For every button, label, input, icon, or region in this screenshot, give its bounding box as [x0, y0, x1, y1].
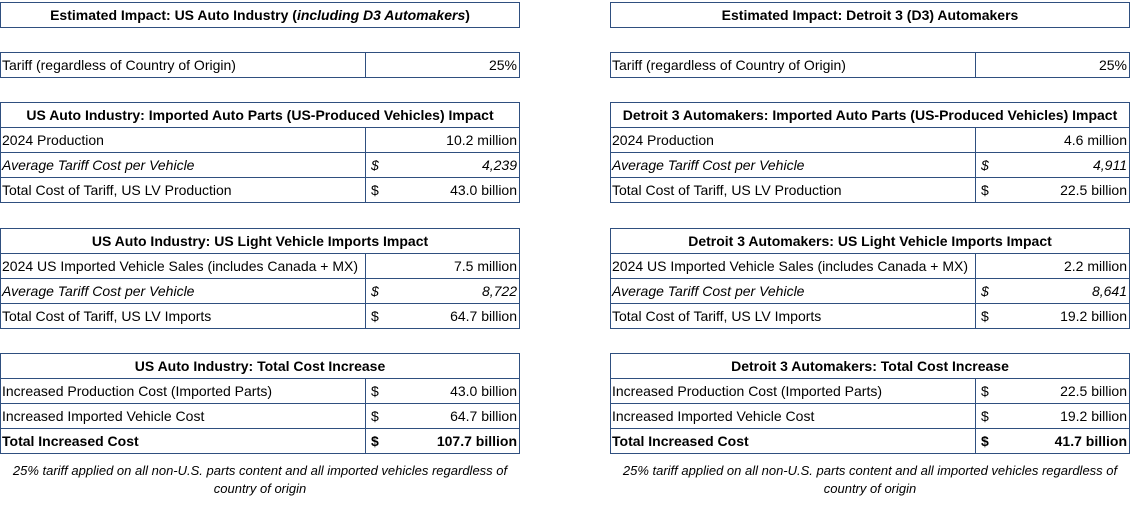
row-value: 4.6 million: [1063, 132, 1127, 148]
row-value: 7.5 million: [453, 258, 517, 274]
table-row: 2024 US Imported Vehicle Sales (includes…: [1, 253, 519, 278]
table-row: Average Tariff Cost per Vehicle $4,911: [611, 152, 1129, 177]
row-value: 8,722: [481, 283, 517, 299]
row-value: 64.7 billion: [450, 308, 517, 324]
row-label: Total Cost of Tariff, US LV Production: [612, 182, 842, 198]
row-label: Total Increased Cost: [612, 433, 749, 449]
currency-symbol: $: [981, 157, 989, 173]
currency-symbol: $: [371, 283, 379, 299]
row-label: Increased Production Cost (Imported Part…: [612, 383, 883, 399]
table-row-total: Total Increased Cost $41.7 billion: [611, 428, 1129, 453]
table-title: Detroit 3 Automakers: US Light Vehicle I…: [688, 233, 1052, 249]
row-label: 2024 US Imported Vehicle Sales (includes…: [2, 258, 359, 274]
currency-symbol: $: [981, 283, 989, 299]
currency-symbol: $: [371, 433, 379, 449]
tariff-table: Tariff (regardless of Country of Origin)…: [0, 52, 520, 78]
footnote: 25% tariff applied on all non-U.S. parts…: [622, 463, 1118, 496]
total-cost-table: Detroit 3 Automakers: Total Cost Increas…: [610, 353, 1130, 454]
table-row: 2024 Production 4.6 million: [611, 127, 1129, 152]
table-row: Increased Production Cost (Imported Part…: [611, 378, 1129, 403]
currency-symbol: $: [371, 308, 379, 324]
row-value: 2.2 million: [1063, 258, 1127, 274]
tariff-value: 25%: [488, 57, 517, 73]
currency-symbol: $: [371, 383, 379, 399]
total-cost-table: US Auto Industry: Total Cost Increase In…: [0, 353, 520, 454]
table-row: Total Cost of Tariff, US LV Imports $64.…: [1, 303, 519, 328]
currency-symbol: $: [981, 408, 989, 424]
header-title: Estimated Impact: US Auto Industry (incl…: [50, 7, 470, 23]
table-row: Increased Imported Vehicle Cost $19.2 bi…: [611, 403, 1129, 428]
parts-impact-table: Detroit 3 Automakers: Imported Auto Part…: [610, 102, 1130, 203]
table-row: Total Cost of Tariff, US LV Imports $19.…: [611, 303, 1129, 328]
footnote: 25% tariff applied on all non-U.S. parts…: [12, 463, 508, 496]
row-label: Average Tariff Cost per Vehicle: [612, 283, 805, 299]
row-label: Average Tariff Cost per Vehicle: [612, 157, 805, 173]
row-label: Increased Imported Vehicle Cost: [612, 408, 815, 424]
row-value: 19.2 billion: [1060, 408, 1127, 424]
table-row: 2024 US Imported Vehicle Sales (includes…: [611, 253, 1129, 278]
table-row: Average Tariff Cost per Vehicle $8,722: [1, 278, 519, 303]
tariff-value: 25%: [1098, 57, 1127, 73]
table-row: Increased Production Cost (Imported Part…: [1, 378, 519, 403]
table-row: Increased Imported Vehicle Cost $64.7 bi…: [1, 403, 519, 428]
table-title: US Auto Industry: Imported Auto Parts (U…: [26, 107, 494, 123]
tariff-label: Tariff (regardless of Country of Origin): [612, 57, 846, 73]
row-label: 2024 Production: [2, 132, 104, 148]
table-row: 2024 Production 10.2 million: [1, 127, 519, 152]
row-value: 43.0 billion: [450, 383, 517, 399]
row-label: Average Tariff Cost per Vehicle: [2, 157, 195, 173]
row-label: Total Cost of Tariff, US LV Imports: [612, 308, 822, 324]
table-title: US Auto Industry: Total Cost Increase: [134, 358, 386, 374]
row-label: 2024 Production: [612, 132, 714, 148]
currency-symbol: $: [371, 182, 379, 198]
imports-impact-table: Detroit 3 Automakers: US Light Vehicle I…: [610, 228, 1130, 329]
row-value: 64.7 billion: [450, 408, 517, 424]
row-label: 2024 US Imported Vehicle Sales (includes…: [612, 258, 969, 274]
currency-symbol: $: [371, 157, 379, 173]
tariff-label: Tariff (regardless of Country of Origin): [2, 57, 236, 73]
row-value: 8,641: [1091, 283, 1127, 299]
row-label: Total Cost of Tariff, US LV Imports: [2, 308, 212, 324]
row-value: 41.7 billion: [1054, 433, 1127, 449]
row-label: Total Increased Cost: [2, 433, 139, 449]
header-title: Estimated Impact: Detroit 3 (D3) Automak…: [721, 7, 1019, 23]
row-label: Increased Imported Vehicle Cost: [2, 408, 205, 424]
row-value: 19.2 billion: [1060, 308, 1127, 324]
table-title: Detroit 3 Automakers: Imported Auto Part…: [622, 107, 1118, 123]
table-title: US Auto Industry: US Light Vehicle Impor…: [91, 233, 429, 249]
row-value: 10.2 million: [446, 132, 517, 148]
row-value: 107.7 billion: [436, 433, 517, 449]
table-row: Average Tariff Cost per Vehicle $4,239: [1, 152, 519, 177]
row-label: Increased Production Cost (Imported Part…: [2, 383, 273, 399]
currency-symbol: $: [371, 408, 379, 424]
tariff-table: Tariff (regardless of Country of Origin)…: [610, 52, 1130, 78]
us-industry-header: Estimated Impact: US Auto Industry (incl…: [0, 2, 520, 28]
tariff-row: Tariff (regardless of Country of Origin)…: [1, 53, 519, 77]
tariff-row: Tariff (regardless of Country of Origin)…: [611, 53, 1129, 77]
currency-symbol: $: [981, 383, 989, 399]
row-value: 4,239: [481, 157, 517, 173]
currency-symbol: $: [981, 433, 989, 449]
row-value: 4,911: [1093, 157, 1127, 173]
table-row: Average Tariff Cost per Vehicle $8,641: [611, 278, 1129, 303]
imports-impact-table: US Auto Industry: US Light Vehicle Impor…: [0, 228, 520, 329]
table-row-total: Total Increased Cost $107.7 billion: [1, 428, 519, 453]
currency-symbol: $: [981, 308, 989, 324]
row-label: Total Cost of Tariff, US LV Production: [2, 182, 232, 198]
currency-symbol: $: [981, 182, 989, 198]
table-row: Total Cost of Tariff, US LV Production $…: [1, 177, 519, 202]
row-label: Average Tariff Cost per Vehicle: [2, 283, 195, 299]
row-value: 43.0 billion: [450, 182, 517, 198]
d3-header: Estimated Impact: Detroit 3 (D3) Automak…: [610, 2, 1130, 28]
row-value: 22.5 billion: [1060, 182, 1127, 198]
parts-impact-table: US Auto Industry: Imported Auto Parts (U…: [0, 102, 520, 203]
row-value: 22.5 billion: [1060, 383, 1127, 399]
table-title: Detroit 3 Automakers: Total Cost Increas…: [731, 358, 1009, 374]
table-row: Total Cost of Tariff, US LV Production $…: [611, 177, 1129, 202]
